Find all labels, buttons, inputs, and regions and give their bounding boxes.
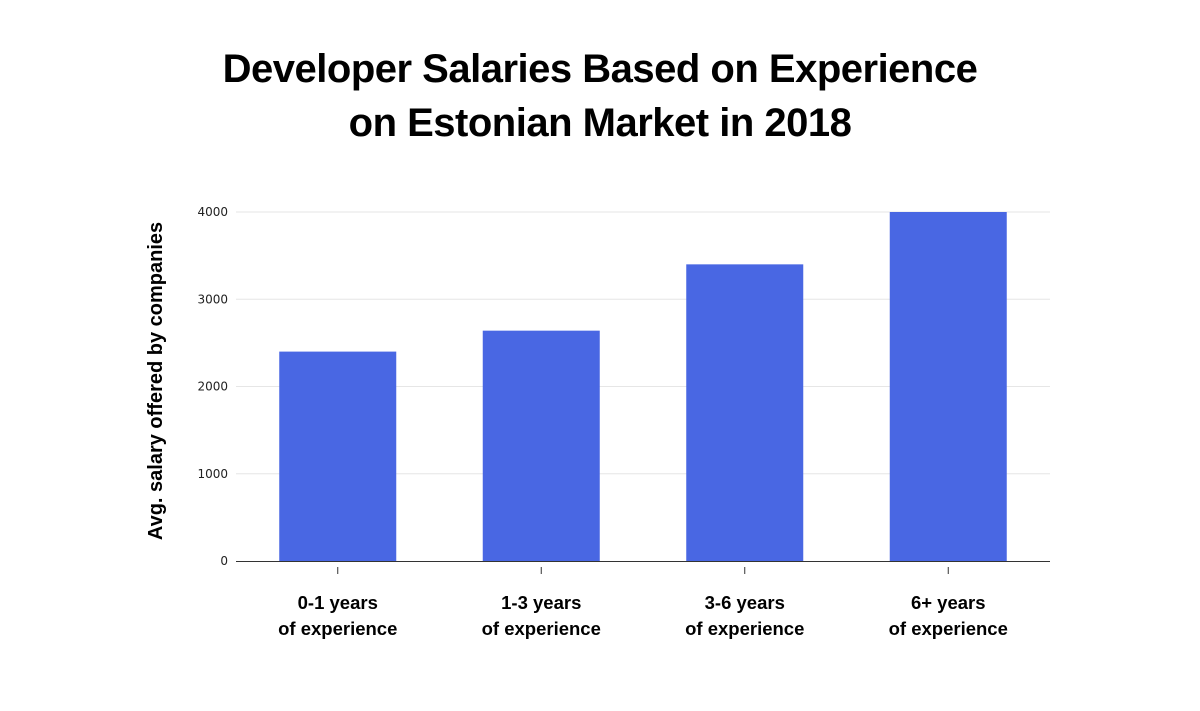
x-tick-label-3-line-0: 6+ years: [911, 592, 986, 613]
x-tick-label-0-line-1: of experience: [278, 618, 397, 639]
y-tick-label-2000: 2000: [197, 380, 228, 394]
x-tick-label-1-line-1: of experience: [482, 618, 601, 639]
y-axis-ticks: 0 1000 2000 3000 4000: [197, 205, 228, 568]
x-tick-label-0-line-0: 0-1 years: [298, 592, 378, 613]
y-tick-label-0: 0: [220, 554, 228, 568]
chart-title-line-1: Developer Salaries Based on Experience: [222, 47, 978, 91]
y-tick-label-1000: 1000: [197, 467, 228, 481]
y-tick-label-3000: 3000: [197, 292, 228, 306]
x-tick-label-2-line-1: of experience: [685, 618, 804, 639]
y-axis-label: Avg. salary offered by companies: [145, 222, 167, 540]
chart-title: Developer Salaries Based on Experience o…: [0, 42, 1200, 150]
chart-title-line-2: on Estonian Market in 2018: [348, 101, 852, 145]
y-tick-label-4000: 4000: [197, 205, 228, 219]
bar-1: [482, 330, 600, 561]
x-axis-ticks: 0-1 years of experience 1-3 years of experi…: [278, 567, 1008, 639]
x-tick-label-1-line-0: 1-3 years: [501, 592, 581, 613]
bar-3: [889, 212, 1007, 561]
x-tick-label-3-line-1: of experience: [889, 618, 1008, 639]
bars: [279, 212, 1007, 561]
bar-0: [279, 351, 397, 561]
bar-2: [686, 264, 804, 561]
x-tick-label-2-line-0: 3-6 years: [705, 592, 785, 613]
